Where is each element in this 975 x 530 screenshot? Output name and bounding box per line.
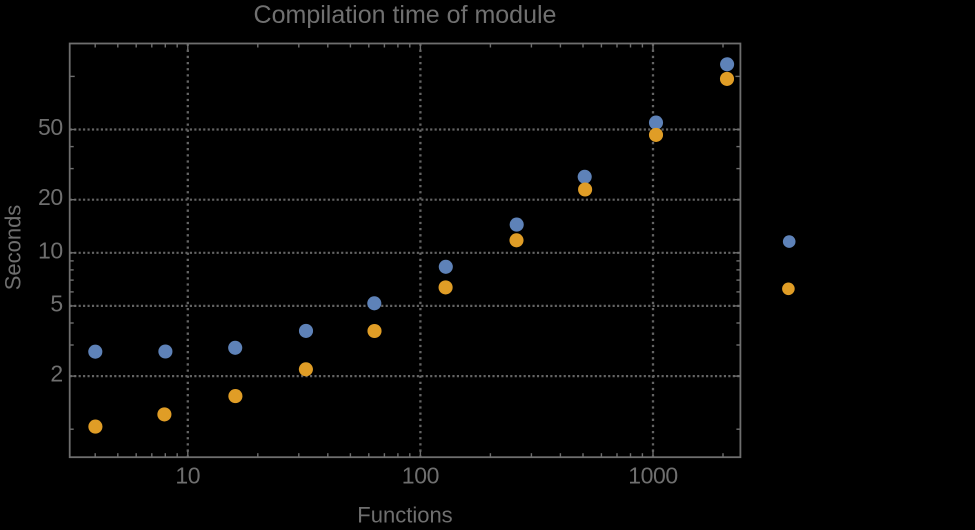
svg-text:10: 10 xyxy=(38,237,63,263)
svg-text:5: 5 xyxy=(50,290,62,316)
svg-text:20: 20 xyxy=(38,184,63,210)
svg-text:50: 50 xyxy=(38,114,63,140)
svg-text:100: 100 xyxy=(402,462,439,488)
svg-text:Seconds: Seconds xyxy=(1,205,26,291)
svg-text:1000: 1000 xyxy=(628,462,678,488)
svg-text:10: 10 xyxy=(175,462,200,488)
svg-text:Functions: Functions xyxy=(357,503,452,525)
svg-text:Compilation time of module: Compilation time of module xyxy=(254,1,557,29)
svg-text:2: 2 xyxy=(50,361,62,387)
